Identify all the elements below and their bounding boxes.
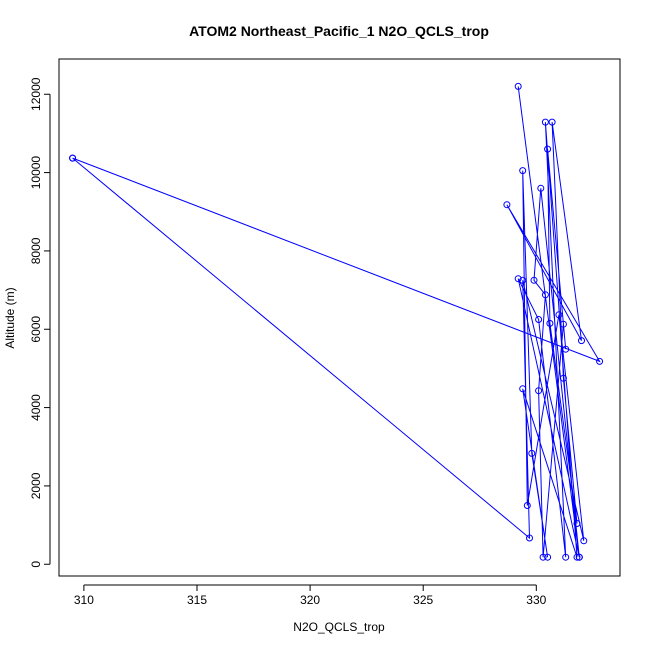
- y-tick-label: 12000: [29, 77, 43, 111]
- plot-frame: [58, 58, 621, 577]
- data-point: [573, 520, 581, 527]
- y-axis: 0 2000 4000 6000 8000 10000 12000: [29, 77, 51, 568]
- data-point: [537, 184, 545, 192]
- data-point: [526, 534, 533, 542]
- data-point: [562, 553, 570, 561]
- y-tick-label: 8000: [29, 237, 43, 264]
- data-point: [519, 167, 527, 175]
- data-point: [514, 275, 522, 283]
- series-line: [72, 86, 601, 558]
- data-point: [535, 387, 543, 395]
- x-tick-label: 310: [74, 593, 94, 607]
- data-point: [544, 145, 552, 153]
- data-series: [69, 82, 604, 561]
- data-point: [523, 502, 531, 509]
- y-tick-label: 2000: [29, 472, 43, 499]
- data-point: [535, 316, 543, 323]
- data-point: [562, 345, 570, 353]
- x-axis-label: N2O_QCLS_trop: [293, 620, 385, 634]
- data-point: [548, 118, 556, 126]
- data-point: [580, 537, 588, 545]
- x-tick-label: 330: [526, 593, 546, 607]
- data-point: [539, 553, 547, 561]
- data-point: [559, 320, 567, 328]
- y-tick-label: 6000: [29, 316, 43, 343]
- data-point: [546, 319, 554, 327]
- chart-title: ATOM2 Northeast_Pacific_1 N2O_QCLS_trop: [189, 23, 489, 39]
- x-tick-label: 315: [187, 593, 207, 607]
- data-point: [544, 553, 552, 561]
- data-point: [528, 449, 536, 457]
- data-point: [69, 154, 77, 162]
- data-point: [541, 291, 549, 299]
- data-point: [519, 276, 527, 284]
- data-point: [559, 374, 567, 382]
- y-tick-label: 10000: [29, 156, 43, 190]
- x-tick-label: 325: [413, 593, 433, 607]
- data-point: [596, 357, 604, 365]
- data-point: [503, 201, 511, 209]
- y-axis-label: Altitude (m): [3, 287, 17, 348]
- y-tick-label: 0: [29, 561, 43, 568]
- data-point: [578, 337, 585, 345]
- data-point: [555, 311, 563, 319]
- y-tick-label: 4000: [29, 394, 43, 421]
- data-point: [573, 553, 581, 561]
- data-point: [541, 118, 549, 126]
- data-point: [514, 82, 522, 90]
- data-point: [575, 553, 583, 561]
- data-point: [519, 385, 527, 393]
- x-axis: 310 315 320 325 330: [74, 584, 547, 607]
- x-tick-label: 320: [300, 593, 320, 607]
- data-point: [530, 276, 538, 284]
